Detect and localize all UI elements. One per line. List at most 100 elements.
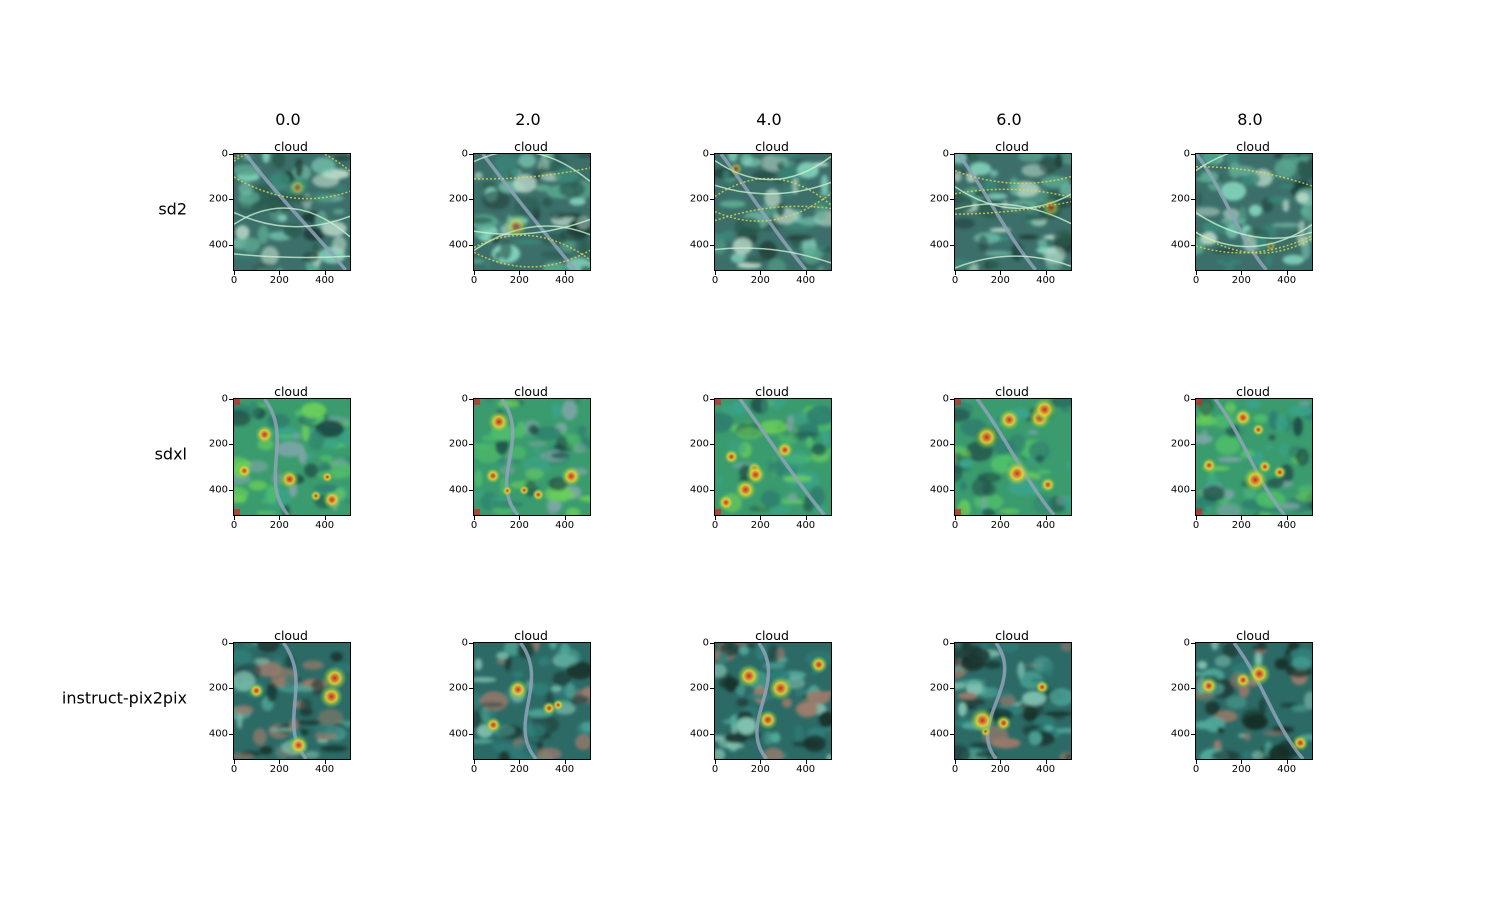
stylized-stroke	[1196, 154, 1312, 172]
x-tick-label: 200	[269, 275, 289, 286]
heat-hotspot	[1272, 465, 1287, 480]
image-plot	[954, 642, 1072, 760]
texture-patch	[480, 491, 499, 511]
generated-image	[1196, 154, 1312, 270]
stylized-stroke	[1196, 165, 1312, 187]
heat-hotspot	[1251, 423, 1266, 437]
texture-patch	[554, 167, 579, 183]
texture-patch	[252, 728, 267, 746]
texture-patch	[533, 445, 540, 454]
y-tick-mark	[710, 489, 714, 491]
x-tick-mark	[1196, 516, 1197, 520]
y-tick-label: 0	[702, 393, 709, 405]
texture-patch	[1295, 448, 1309, 466]
heat-hotspot	[254, 424, 275, 445]
texture-layer	[715, 643, 831, 759]
texture-patch	[771, 154, 799, 159]
texture-patch	[778, 165, 801, 182]
texture-patch	[767, 644, 780, 664]
x-tick-label: 400	[1277, 275, 1297, 286]
panel-title: cloud	[514, 139, 548, 154]
texture-patch	[955, 408, 971, 423]
heat-hotspot	[1035, 680, 1050, 695]
stylized-stroke	[715, 192, 831, 222]
x-tick-label: 0	[711, 520, 719, 531]
x-tick-mark	[324, 516, 326, 520]
x-tick-label: 200	[1231, 520, 1251, 531]
texture-patch	[955, 744, 971, 759]
image-plot	[233, 153, 351, 271]
texture-patch	[1264, 444, 1273, 451]
texture-patch	[1063, 495, 1071, 512]
panel-title: cloud	[1236, 384, 1270, 399]
texture-patch	[580, 721, 590, 733]
texture-patch	[532, 643, 540, 652]
texture-patch	[1279, 183, 1295, 190]
y-tick-label: 400	[929, 239, 949, 251]
texture-patch	[806, 405, 831, 426]
texture-patch	[528, 424, 539, 435]
y-tick-mark	[469, 244, 473, 246]
x-tick-mark	[324, 760, 326, 764]
y-tick-label: 400	[929, 728, 949, 740]
panel-title: cloud	[755, 628, 789, 643]
corner-heat	[234, 509, 240, 515]
texture-patch	[474, 677, 497, 683]
texture-patch	[772, 179, 785, 184]
panel-title: cloud	[514, 628, 548, 643]
x-tick-label: 200	[269, 764, 289, 775]
heat-hotspot	[1242, 466, 1268, 493]
y-tick-mark	[950, 244, 954, 246]
heat-hotspot	[322, 665, 348, 691]
heat-hotspot	[507, 679, 529, 700]
y-tick-label: 200	[448, 193, 468, 205]
texture-patch	[763, 731, 773, 745]
texture-patch	[321, 438, 341, 448]
y-tick-mark	[950, 688, 954, 690]
texture-patch	[803, 735, 826, 752]
texture-patch	[806, 436, 813, 448]
corner-heat	[955, 399, 961, 405]
river-path	[263, 399, 290, 515]
x-tick-mark	[564, 760, 566, 764]
texture-patch	[978, 235, 989, 253]
texture-patch	[1027, 430, 1039, 435]
texture-patch	[1298, 220, 1305, 236]
stylized-stroke	[474, 234, 590, 261]
texture-patch	[474, 443, 502, 463]
texture-patch	[275, 441, 305, 457]
heat-hotspot	[809, 655, 829, 674]
generated-image	[234, 643, 350, 759]
texture-patch	[715, 417, 733, 433]
texture-patch	[1196, 434, 1213, 444]
generated-image	[715, 643, 831, 759]
column-title: 8.0	[1237, 110, 1263, 129]
texture-patch	[981, 507, 996, 515]
texture-patch	[982, 482, 996, 497]
y-tick-label: 0	[942, 393, 949, 405]
panel-title: cloud	[1236, 628, 1270, 643]
heat-hotspot	[969, 707, 996, 734]
y-tick-label: 400	[448, 484, 468, 496]
texture-patch	[1268, 434, 1276, 441]
x-tick-mark	[1286, 760, 1288, 764]
texture-patch	[811, 443, 827, 456]
image-plot	[954, 398, 1072, 516]
y-tick-mark	[1191, 643, 1195, 644]
y-tick-label: 400	[1170, 728, 1190, 740]
texture-patch	[1198, 399, 1214, 417]
texture-patch	[739, 646, 749, 655]
y-tick-mark	[469, 154, 473, 155]
texture-patch	[1018, 234, 1039, 240]
texture-patch	[234, 649, 253, 665]
texture-patch	[771, 505, 789, 515]
generated-image	[474, 154, 590, 270]
image-panel: cloud 0 200 400 0 200 400	[690, 384, 854, 534]
texture-patch	[576, 154, 590, 158]
texture-patch	[814, 204, 827, 221]
texture-patch	[736, 698, 749, 707]
heat-hotspot	[974, 424, 1000, 450]
heat-hotspot	[995, 714, 1012, 732]
panel-title: cloud	[755, 384, 789, 399]
texture-patch	[474, 739, 494, 744]
